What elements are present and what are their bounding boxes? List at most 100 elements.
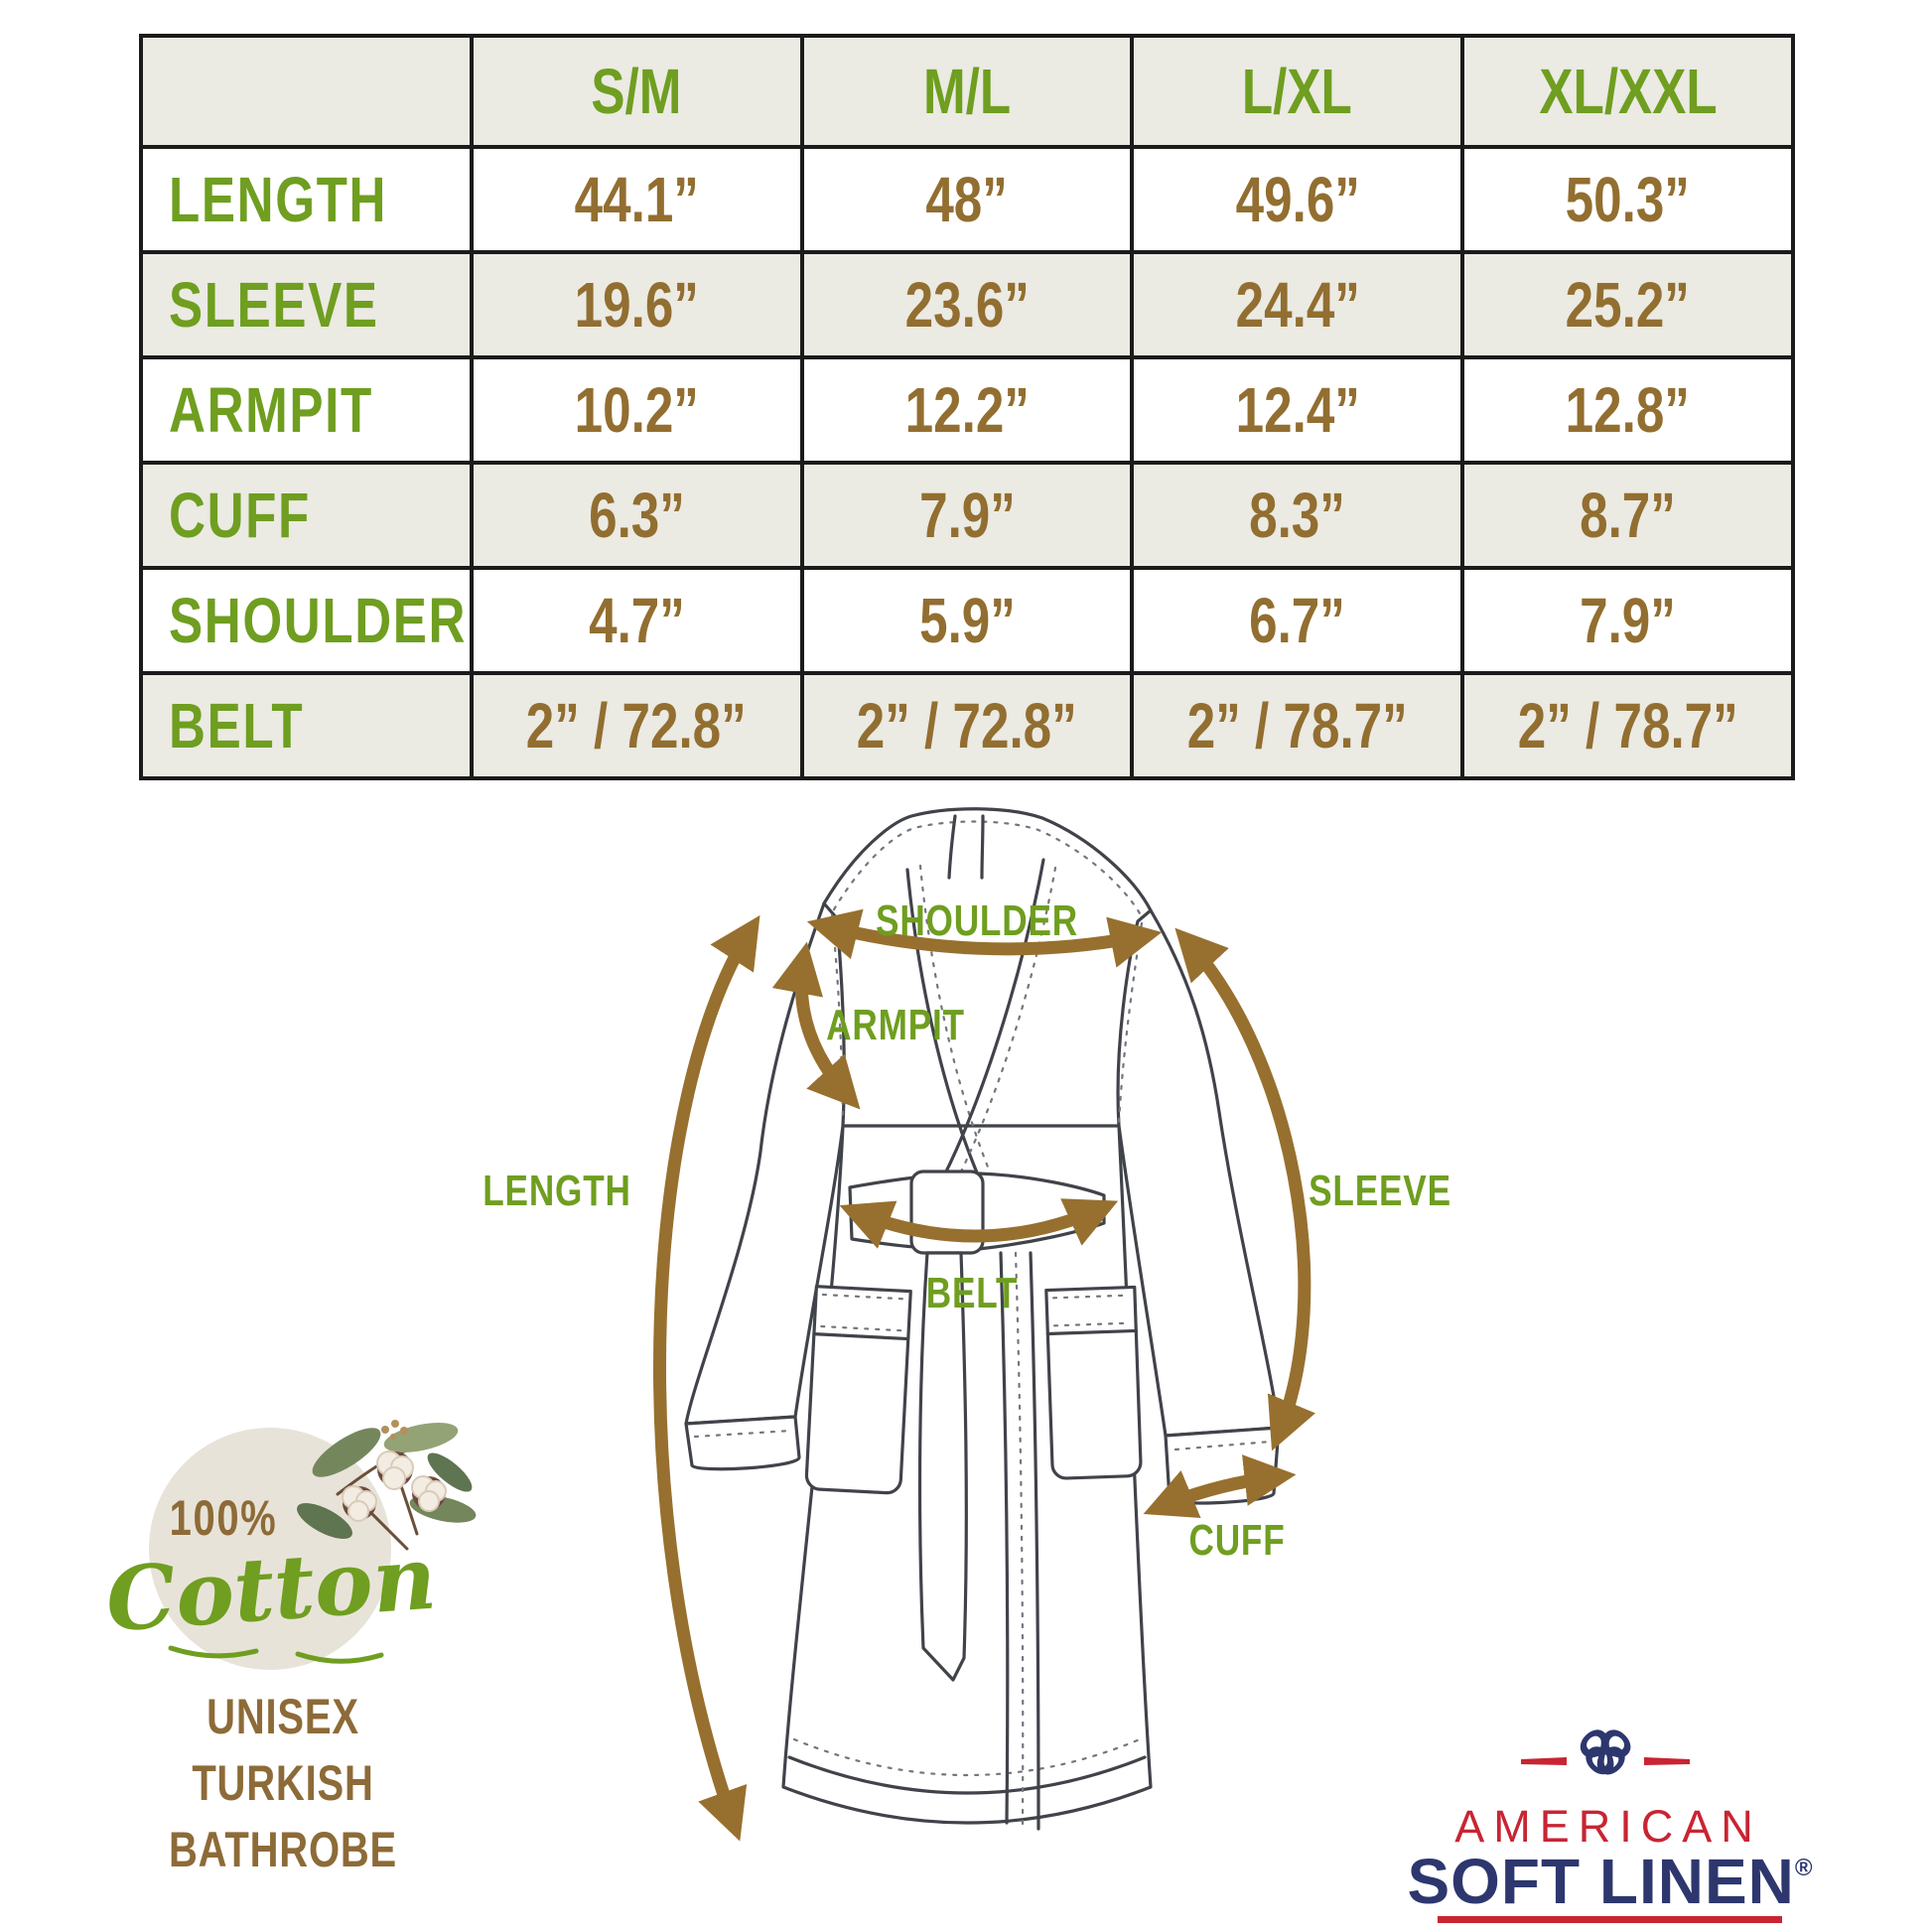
- caption-line: BATHROBE: [140, 1821, 426, 1878]
- table-row-belt: BELT 2” / 72.8” 2” / 72.8” 2” / 78.7” 2”…: [139, 671, 1795, 780]
- row-label-text: CUFF: [169, 480, 311, 551]
- size-cell: 7.9”: [799, 461, 1135, 570]
- size-value: 24.4”: [1235, 269, 1360, 341]
- caption-line: TURKISH: [169, 1754, 396, 1812]
- size-value: 12.2”: [904, 374, 1030, 446]
- front-opening-right-edge: [1029, 1251, 1040, 1831]
- sleeve-label-text: SLEEVE: [1309, 1167, 1451, 1215]
- collar-outline: [822, 807, 1153, 912]
- robe-right-sleeve: [1116, 908, 1281, 1438]
- length-arrow: [653, 914, 760, 1842]
- size-col-header: XL/XXL: [1460, 34, 1795, 149]
- size-row-label: SHOULDER: [139, 566, 474, 675]
- left-cuff-stitch: [693, 1429, 793, 1439]
- cuff-arrow: [1143, 1454, 1297, 1519]
- size-cell: 2” / 72.8”: [799, 671, 1135, 780]
- cotton-swash-left: [168, 1645, 259, 1659]
- size-table: S/M M/L L/XL XL/XXL LENGTH 44.1” 48” 49.…: [139, 34, 1795, 780]
- size-col-header-label: M/L: [922, 56, 1012, 127]
- armpit-label: ARMPIT: [809, 1001, 983, 1050]
- size-col-header-label: XL/XXL: [1538, 56, 1718, 127]
- shoulder-label-text: SHOULDER: [876, 897, 1078, 945]
- size-cell: 19.6”: [469, 250, 804, 359]
- size-col-header: L/XL: [1130, 34, 1465, 149]
- size-cell: 6.3”: [469, 461, 804, 570]
- size-value: 12.4”: [1235, 374, 1360, 446]
- row-label-text: SHOULDER: [169, 585, 468, 656]
- front-opening-left-edge: [999, 1251, 1010, 1825]
- size-value: 7.9”: [1580, 585, 1676, 656]
- caption-text: UNISEX: [207, 1689, 359, 1744]
- logo-left-dash: [1521, 1757, 1567, 1765]
- logo-right-dash: [1644, 1757, 1690, 1765]
- neck-loop-left: [947, 814, 957, 880]
- size-cell: 12.4”: [1130, 355, 1465, 465]
- cotton-plant-icon: [297, 1420, 477, 1551]
- table-row-cuff: CUFF 6.3” 7.9” 8.3” 8.7”: [139, 461, 1795, 570]
- shoulder-arrow: [806, 908, 1163, 968]
- size-col-header: S/M: [469, 34, 804, 149]
- brand-name-american: AMERICAN: [1454, 1801, 1762, 1852]
- knot-icon: ∞: [1555, 1699, 1658, 1802]
- size-value: 5.9”: [918, 585, 1016, 656]
- badge-percent: 100%: [156, 1489, 291, 1547]
- row-label-text: ARMPIT: [169, 374, 373, 446]
- length-label: LENGTH: [465, 1167, 650, 1216]
- size-value: 2” / 78.7”: [1517, 690, 1738, 761]
- table-row-shoulder: SHOULDER 4.7” 5.9” 6.7” 7.9”: [139, 566, 1795, 675]
- right-pocket: [1044, 1285, 1143, 1480]
- size-value: 2” / 72.8”: [526, 690, 748, 761]
- badge-circle: [149, 1428, 391, 1670]
- size-value: 8.7”: [1580, 480, 1676, 551]
- size-col-header-label: S/M: [591, 56, 682, 127]
- brand-name-text: SOFT LINEN: [1407, 1846, 1795, 1917]
- cotton-swash-right: [295, 1651, 384, 1664]
- table-row-length: LENGTH 44.1” 48” 49.6” 50.3”: [139, 145, 1795, 254]
- size-row-label: SLEEVE: [139, 250, 474, 359]
- cotton-badge-art: [149, 1420, 477, 1670]
- size-cell: 8.7”: [1460, 461, 1795, 570]
- size-value: 25.2”: [1565, 269, 1691, 341]
- size-value: 6.7”: [1249, 585, 1346, 656]
- size-value: 4.7”: [588, 585, 685, 656]
- measurement-arrows: [653, 908, 1315, 1842]
- size-value: 2” / 78.7”: [1186, 690, 1408, 761]
- brand-name-soft-linen: SOFT LINEN®: [1407, 1845, 1813, 1918]
- size-cell: 6.7”: [1130, 566, 1465, 675]
- cuff-label: CUFF: [1176, 1516, 1297, 1566]
- size-value: 44.1”: [574, 164, 699, 235]
- cotton-boll: [411, 1475, 447, 1512]
- size-cell: 24.4”: [1130, 250, 1465, 359]
- size-cell: 12.8”: [1460, 355, 1795, 465]
- length-label-text: LENGTH: [483, 1167, 631, 1215]
- front-opening-stitch: [1014, 1251, 1025, 1827]
- size-value: 12.8”: [1565, 374, 1691, 446]
- size-col-header: M/L: [799, 34, 1135, 149]
- size-value: 6.3”: [588, 480, 685, 551]
- size-cell: 12.2”: [799, 355, 1135, 465]
- bathrobe-illustration: [684, 807, 1281, 1831]
- caption-line: UNISEX: [188, 1688, 378, 1745]
- belt-hanging-tie: [917, 1251, 968, 1682]
- size-cell: 7.9”: [1460, 566, 1795, 675]
- size-cell: 4.7”: [469, 566, 804, 675]
- size-row-label: LENGTH: [139, 145, 474, 254]
- armpit-arrow: [771, 941, 861, 1110]
- shoulder-label: SHOULDER: [851, 897, 1104, 946]
- size-cell: 50.3”: [1460, 145, 1795, 254]
- left-lapel-stitch: [918, 864, 991, 1172]
- caption-text: TURKISH: [192, 1755, 374, 1811]
- size-cell: 10.2”: [469, 355, 804, 465]
- size-table-header-row: S/M M/L L/XL XL/XXL: [139, 34, 1795, 149]
- table-row-armpit: ARMPIT 10.2” 12.2” 12.4” 12.8”: [139, 355, 1795, 465]
- size-cell: 48”: [799, 145, 1135, 254]
- belt-label: BELT: [914, 1269, 1030, 1318]
- belt-arrow: [839, 1198, 1119, 1249]
- sleeve-label: SLEEVE: [1291, 1167, 1469, 1216]
- caption-text: BATHROBE: [168, 1822, 398, 1877]
- size-cell: 25.2”: [1460, 250, 1795, 359]
- size-cell: 2” / 78.7”: [1130, 671, 1465, 780]
- registered-mark: ®: [1794, 1855, 1814, 1881]
- size-value: 50.3”: [1565, 164, 1691, 235]
